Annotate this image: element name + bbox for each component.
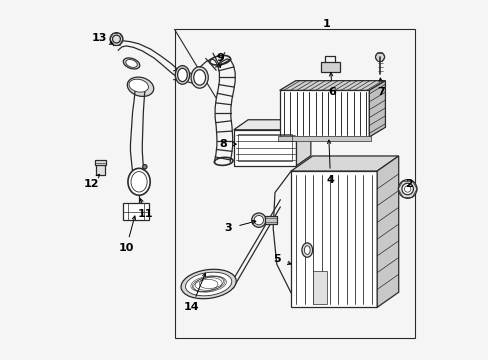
Text: 6: 6: [328, 87, 336, 97]
Polygon shape: [279, 90, 368, 137]
Circle shape: [401, 183, 412, 195]
Ellipse shape: [128, 168, 150, 195]
Text: 14: 14: [183, 302, 199, 312]
Polygon shape: [233, 120, 310, 130]
Polygon shape: [290, 156, 398, 171]
Polygon shape: [290, 171, 376, 307]
Ellipse shape: [123, 58, 140, 69]
Text: 5: 5: [272, 254, 280, 264]
Text: 9: 9: [216, 53, 224, 63]
Ellipse shape: [251, 213, 265, 227]
Bar: [320, 62, 340, 72]
Ellipse shape: [125, 59, 137, 67]
Text: 12: 12: [83, 179, 99, 189]
Circle shape: [142, 165, 147, 169]
Text: 2: 2: [404, 179, 412, 189]
Bar: [312, 271, 326, 304]
Ellipse shape: [181, 269, 236, 299]
Bar: [238, 134, 292, 161]
Text: 11: 11: [138, 209, 153, 219]
Text: 8: 8: [219, 139, 226, 149]
Ellipse shape: [177, 68, 187, 82]
Circle shape: [110, 33, 122, 45]
Ellipse shape: [127, 77, 153, 96]
Text: 13: 13: [91, 33, 107, 43]
Polygon shape: [368, 81, 385, 137]
Bar: [122, 203, 149, 220]
Bar: [265, 216, 276, 225]
Ellipse shape: [301, 243, 312, 257]
Polygon shape: [233, 130, 296, 166]
Ellipse shape: [254, 216, 263, 225]
Ellipse shape: [175, 66, 189, 84]
Ellipse shape: [191, 67, 208, 88]
Ellipse shape: [185, 272, 231, 296]
Text: 10: 10: [118, 243, 134, 253]
Polygon shape: [296, 120, 310, 166]
Text: 1: 1: [323, 19, 330, 29]
Text: 3: 3: [224, 224, 232, 233]
Bar: [277, 136, 370, 141]
Polygon shape: [376, 156, 398, 307]
Bar: [96, 163, 104, 175]
Circle shape: [398, 180, 416, 198]
Text: 4: 4: [326, 175, 334, 185]
Bar: [174, 30, 414, 338]
Ellipse shape: [193, 70, 205, 85]
Polygon shape: [279, 81, 385, 90]
Bar: [94, 160, 106, 165]
Circle shape: [375, 52, 384, 62]
Ellipse shape: [129, 79, 148, 92]
Text: 7: 7: [377, 87, 385, 97]
Ellipse shape: [304, 246, 309, 255]
